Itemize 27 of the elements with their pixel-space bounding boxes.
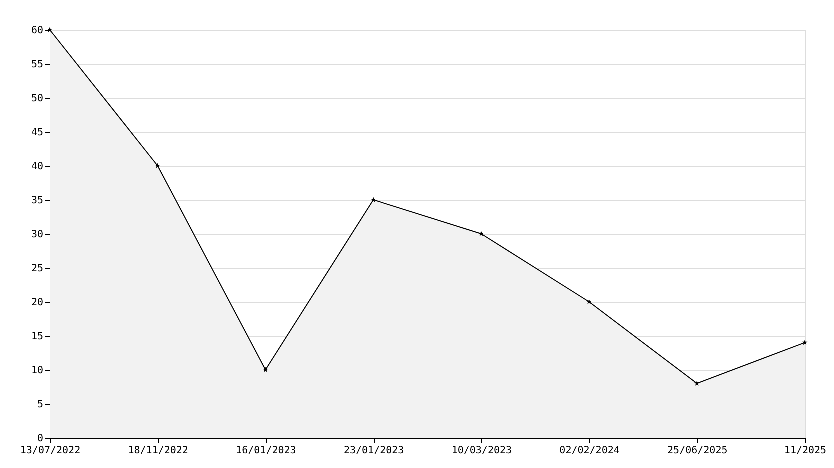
point	[802, 340, 808, 346]
x-tick-label: 11/2025	[784, 446, 827, 456]
x-tick-label: 25/06/2025	[668, 446, 728, 456]
y-tick-label: 0	[37, 434, 44, 444]
y-tick-label: 30	[31, 230, 44, 240]
y-tick-label: 50	[31, 94, 44, 104]
x-tick-label: 18/11/2022	[128, 446, 188, 456]
point	[694, 380, 700, 386]
y-tick-label: 20	[31, 298, 44, 308]
y-tick-label: 25	[31, 264, 44, 274]
x-tick-label: 02/02/2024	[560, 446, 620, 456]
y-tick-label: 15	[31, 332, 44, 342]
y-tick-label: 55	[31, 60, 44, 70]
y-tick-label: 35	[31, 196, 44, 206]
y-tick-label: 10	[31, 366, 44, 376]
y-tick-label: 60	[31, 26, 44, 36]
x-tick-label: 16/01/2023	[236, 446, 296, 456]
point	[586, 299, 592, 304]
y-tick-label: 40	[31, 162, 44, 172]
point	[155, 163, 161, 168]
y-tick-label: 5	[37, 400, 44, 410]
point	[262, 367, 268, 372]
y-tick-label: 45	[31, 128, 44, 138]
x-tick-label: 23/01/2023	[344, 446, 404, 456]
x-tick-label: 13/07/2022	[20, 446, 81, 456]
point	[370, 197, 376, 202]
x-tick-label: 10/03/2023	[452, 446, 512, 456]
